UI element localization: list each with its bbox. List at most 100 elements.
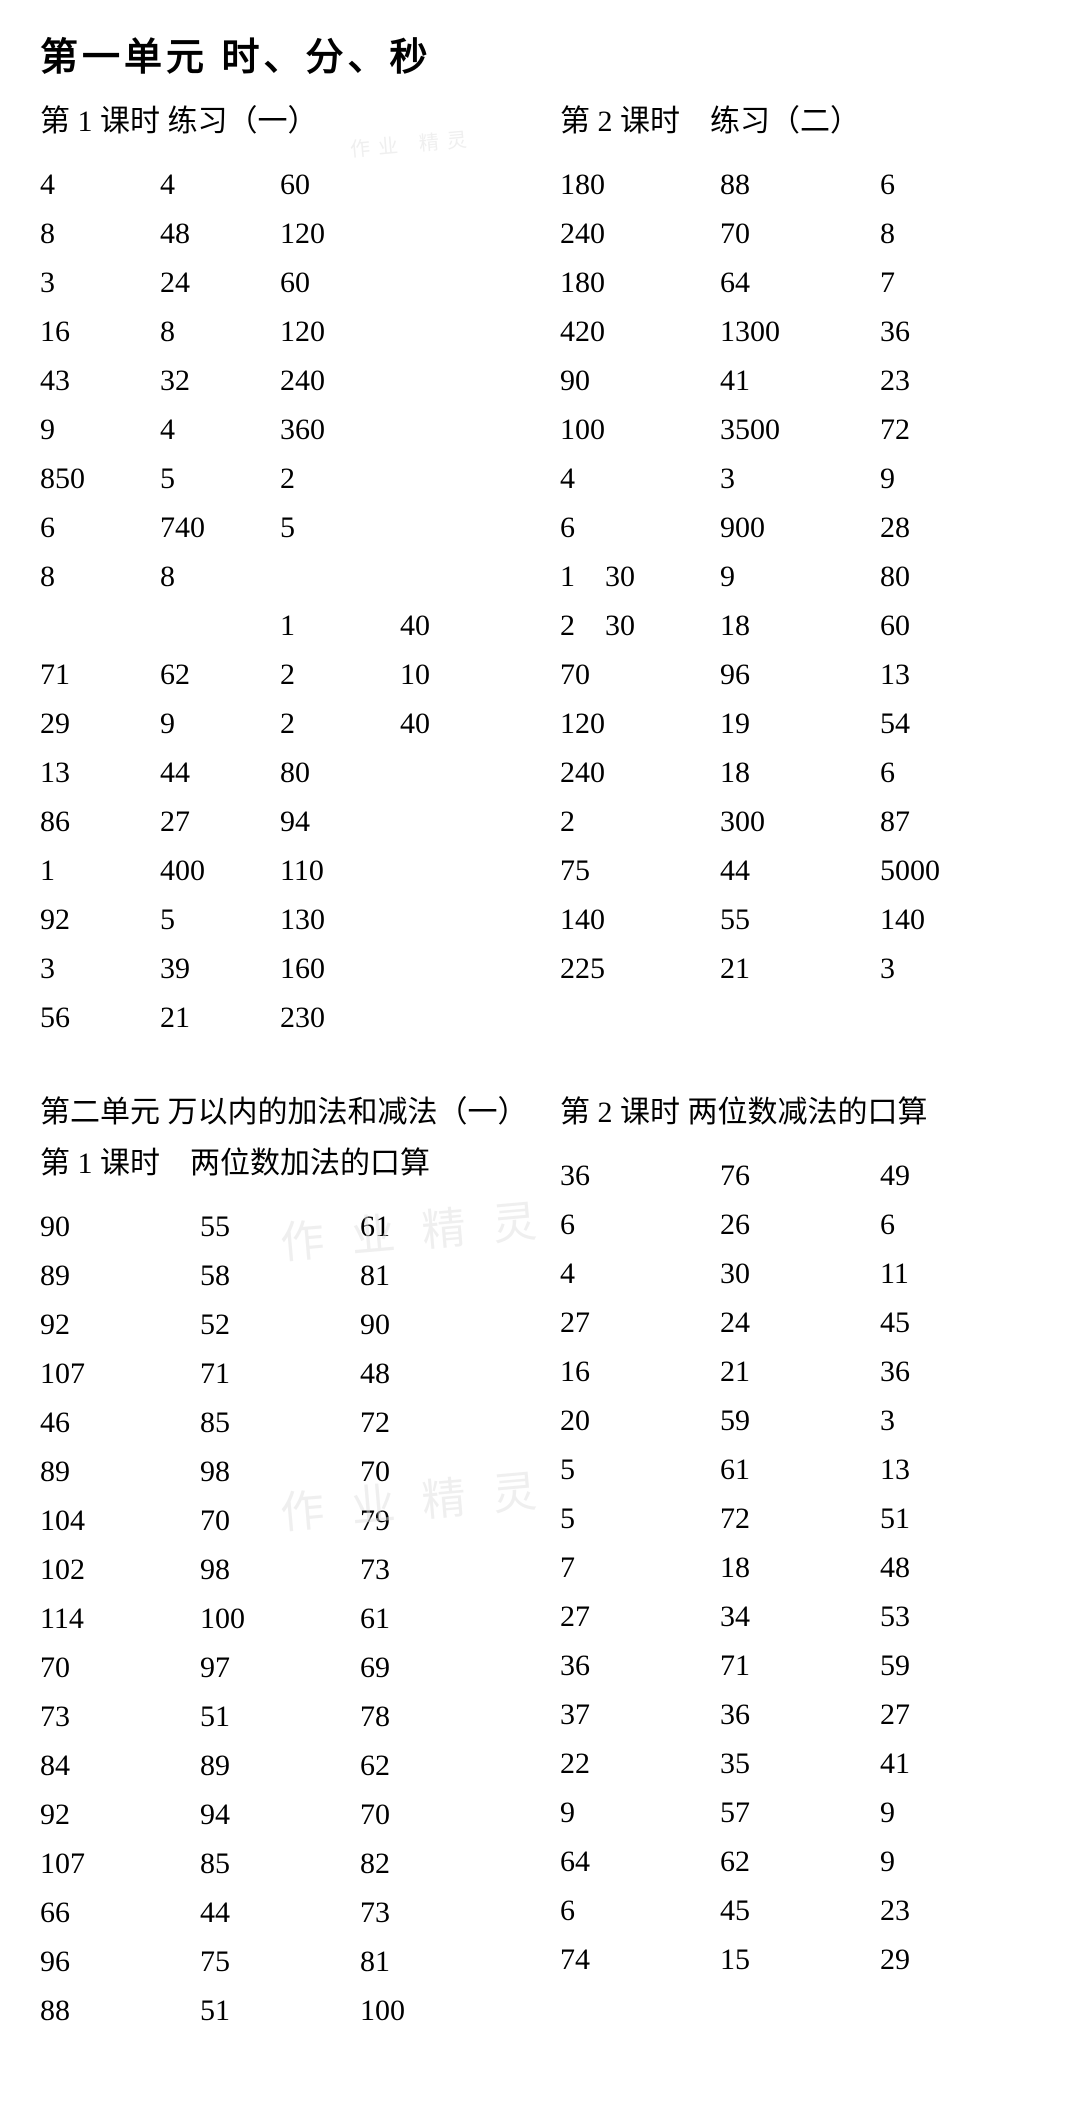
table-row: 168120 bbox=[40, 309, 520, 354]
cell: 70 bbox=[560, 652, 720, 697]
cell: 43 bbox=[40, 358, 160, 403]
cell: 60 bbox=[880, 603, 1040, 648]
cell: 24 bbox=[160, 260, 280, 305]
cell: 78 bbox=[360, 1694, 520, 1739]
table-row: 64629 bbox=[560, 1839, 1040, 1884]
unit1-lesson1-section: 第 1 课时 练习（一） 446084812032460168120433224… bbox=[40, 99, 520, 1040]
cell: 45 bbox=[720, 1888, 880, 1933]
cell: 9 bbox=[40, 407, 160, 452]
table-row: 223541 bbox=[560, 1741, 1040, 1786]
cell bbox=[400, 162, 520, 207]
table-row: 94360 bbox=[40, 407, 520, 452]
table-row: 272445 bbox=[560, 1300, 1040, 1345]
cell: 18 bbox=[720, 603, 880, 648]
table-row: 4332240 bbox=[40, 358, 520, 403]
table-row: 2 301860 bbox=[560, 603, 1040, 648]
table-row: 895881 bbox=[40, 1253, 520, 1298]
table-row: 420130036 bbox=[560, 309, 1040, 354]
cell: 44 bbox=[720, 848, 880, 893]
cell: 3 bbox=[40, 260, 160, 305]
cell: 98 bbox=[200, 1547, 360, 1592]
cell: 72 bbox=[720, 1496, 880, 1541]
cell: 70 bbox=[200, 1498, 360, 1543]
unit1-lesson1-grid: 4460848120324601681204332240943608505267… bbox=[40, 162, 520, 1040]
cell: 6 bbox=[40, 505, 160, 550]
cell: 64 bbox=[720, 260, 880, 305]
cell: 58 bbox=[200, 1253, 360, 1298]
cell: 13 bbox=[880, 1447, 1040, 1492]
cell: 56 bbox=[40, 995, 160, 1040]
cell bbox=[400, 407, 520, 452]
cell: 360 bbox=[280, 407, 400, 452]
cell: 3 bbox=[880, 1398, 1040, 1443]
cell: 60 bbox=[280, 162, 400, 207]
cell: 84 bbox=[40, 1743, 200, 1788]
table-row: 140 bbox=[40, 603, 520, 648]
table-row: 64523 bbox=[560, 1888, 1040, 1933]
cell: 16 bbox=[40, 309, 160, 354]
cell: 66 bbox=[40, 1890, 200, 1935]
cell bbox=[400, 995, 520, 1040]
unit2-lesson1-section: 第二单元 万以内的加法和减法（一） 第 1 课时 两位数加法的口算 905561… bbox=[40, 1090, 520, 2033]
cell: 51 bbox=[200, 1988, 360, 2033]
unit1-lesson2-title: 第 2 课时 练习（二） bbox=[560, 99, 1040, 144]
cell: 44 bbox=[160, 750, 280, 795]
cell: 8 bbox=[160, 554, 280, 599]
cell: 4 bbox=[160, 162, 280, 207]
unit2-container: 第二单元 万以内的加法和减法（一） 第 1 课时 两位数加法的口算 905561… bbox=[40, 1090, 1040, 2033]
table-row: 905561 bbox=[40, 1204, 520, 1249]
table-row: 162136 bbox=[560, 1349, 1040, 1394]
table-row: 32460 bbox=[40, 260, 520, 305]
unit1-container: 第 1 课时 练习（一） 446084812032460168120433224… bbox=[40, 99, 1040, 1040]
cell: 7 bbox=[880, 260, 1040, 305]
table-row: 848120 bbox=[40, 211, 520, 256]
cell: 140 bbox=[880, 897, 1040, 942]
cell: 120 bbox=[280, 211, 400, 256]
cell: 73 bbox=[360, 1547, 520, 1592]
table-row: 230087 bbox=[560, 799, 1040, 844]
cell: 107 bbox=[40, 1351, 200, 1396]
cell: 8 bbox=[40, 211, 160, 256]
table-row: 741529 bbox=[560, 1937, 1040, 1982]
cell: 23 bbox=[880, 1888, 1040, 1933]
cell: 2 bbox=[280, 701, 400, 746]
cell bbox=[400, 260, 520, 305]
cell: 86 bbox=[40, 799, 160, 844]
cell: 19 bbox=[720, 701, 880, 746]
cell: 28 bbox=[880, 505, 1040, 550]
table-row: 1400110 bbox=[40, 848, 520, 893]
cell: 90 bbox=[40, 1204, 200, 1249]
cell: 36 bbox=[880, 309, 1040, 354]
cell: 81 bbox=[360, 1939, 520, 1984]
table-row: 71848 bbox=[560, 1545, 1040, 1590]
cell: 9 bbox=[720, 554, 880, 599]
cell: 110 bbox=[280, 848, 400, 893]
unit2-lesson2-grid: 3676496266430112724451621362059356113572… bbox=[560, 1153, 1040, 1982]
cell: 740 bbox=[160, 505, 280, 550]
table-row: 925130 bbox=[40, 897, 520, 942]
cell: 40 bbox=[400, 701, 520, 746]
cell: 10 bbox=[400, 652, 520, 697]
cell: 87 bbox=[880, 799, 1040, 844]
table-row: 20593 bbox=[560, 1398, 1040, 1443]
unit1-lesson2-section: 第 2 课时 练习（二） 180886240708180647420130036… bbox=[560, 99, 1040, 1040]
cell: 57 bbox=[720, 1790, 880, 1835]
cell: 97 bbox=[200, 1645, 360, 1690]
table-row: 85052 bbox=[40, 456, 520, 501]
table-row: 5621230 bbox=[40, 995, 520, 1040]
cell: 27 bbox=[160, 799, 280, 844]
table-row: 180647 bbox=[560, 260, 1040, 305]
cell bbox=[400, 211, 520, 256]
cell: 55 bbox=[200, 1204, 360, 1249]
unit2-lesson2-section: 第 2 课时 两位数减法的口算 367649626643011272445162… bbox=[560, 1090, 1040, 2033]
cell: 64 bbox=[560, 1839, 720, 1884]
cell: 230 bbox=[280, 995, 400, 1040]
cell: 160 bbox=[280, 946, 400, 991]
cell: 120 bbox=[560, 701, 720, 746]
cell: 46 bbox=[40, 1400, 200, 1445]
table-row: 43011 bbox=[560, 1251, 1040, 1296]
table-row: 1201954 bbox=[560, 701, 1040, 746]
cell: 48 bbox=[360, 1351, 520, 1396]
cell: 52 bbox=[200, 1302, 360, 1347]
cell: 100 bbox=[360, 1988, 520, 2033]
